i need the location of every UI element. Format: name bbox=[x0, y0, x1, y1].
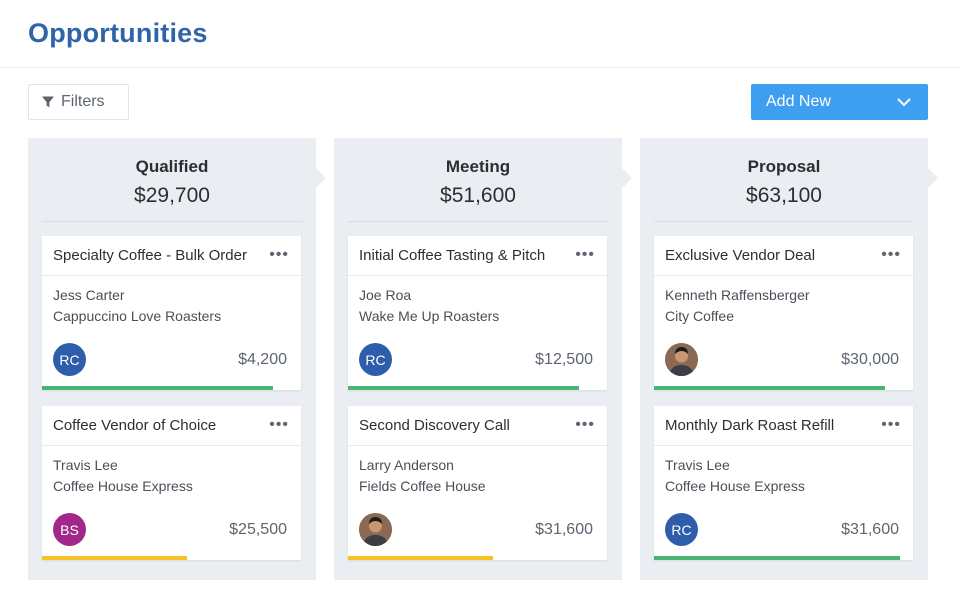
page-title: Opportunities bbox=[28, 18, 208, 48]
add-new-button[interactable]: Add New bbox=[751, 84, 928, 120]
card-title: Specialty Coffee - Bulk Order bbox=[53, 247, 247, 264]
opportunity-card[interactable]: Coffee Vendor of Choice ••• Travis Lee Co… bbox=[42, 406, 301, 560]
deal-amount: $25,500 bbox=[229, 521, 287, 538]
contact-name: Travis Lee bbox=[665, 457, 730, 473]
contact-name: Larry Anderson bbox=[359, 457, 454, 473]
chevron-down-icon[interactable] bbox=[896, 94, 912, 110]
pipeline-column-proposal: Proposal $63,100 Exclusive Vendor Deal ••… bbox=[640, 138, 938, 580]
page-header: Opportunities bbox=[0, 0, 960, 68]
pipeline-column-meeting: Meeting $51,600 Initial Coffee Tasting &… bbox=[334, 138, 632, 580]
contact-name: Kenneth Raffensberger bbox=[665, 287, 810, 303]
deal-amount: $12,500 bbox=[535, 351, 593, 368]
progress-bar bbox=[654, 556, 901, 560]
add-new-button-label: Add New bbox=[766, 93, 831, 110]
opportunity-card[interactable]: Initial Coffee Tasting & Pitch ••• Joe Ro… bbox=[348, 236, 607, 390]
avatar[interactable]: BS bbox=[53, 513, 86, 546]
deal-amount: $30,000 bbox=[841, 351, 899, 368]
company-name: Cappuccino Love Roasters bbox=[53, 308, 222, 324]
toolbar: Filters Add New bbox=[28, 84, 928, 120]
column-header: Proposal $63,100 bbox=[654, 138, 914, 222]
contact-name: Travis Lee bbox=[53, 457, 118, 473]
more-options-icon[interactable]: ••• bbox=[575, 416, 595, 433]
column-total: $29,700 bbox=[134, 184, 210, 207]
contact-name: Joe Roa bbox=[359, 287, 412, 303]
card-title: Coffee Vendor of Choice bbox=[53, 417, 217, 434]
column-total: $63,100 bbox=[746, 184, 822, 207]
progress-bar bbox=[348, 556, 494, 560]
company-name: Coffee House Express bbox=[665, 478, 805, 494]
card-title: Exclusive Vendor Deal bbox=[665, 247, 816, 264]
filter-icon bbox=[41, 95, 55, 109]
more-options-icon[interactable]: ••• bbox=[269, 246, 289, 263]
card-title: Second Discovery Call bbox=[359, 417, 510, 434]
avatar[interactable]: RC bbox=[359, 343, 392, 376]
more-options-icon[interactable]: ••• bbox=[881, 246, 901, 263]
more-options-icon[interactable]: ••• bbox=[575, 246, 595, 263]
column-name: Proposal bbox=[747, 157, 821, 176]
contact-name: Jess Carter bbox=[53, 287, 125, 303]
pipeline-column-qualified: Qualified $29,700 Specialty Coffee - Bul… bbox=[28, 138, 326, 580]
progress-bar bbox=[654, 386, 885, 390]
card-title: Monthly Dark Roast Refill bbox=[665, 417, 835, 434]
column-header: Meeting $51,600 bbox=[348, 138, 608, 222]
deal-amount: $31,600 bbox=[535, 521, 593, 538]
filters-button-label: Filters bbox=[61, 93, 105, 110]
column-name: Meeting bbox=[445, 157, 511, 176]
filters-button[interactable]: Filters bbox=[28, 84, 129, 120]
company-name: Wake Me Up Roasters bbox=[359, 308, 500, 324]
opportunity-card[interactable]: Monthly Dark Roast Refill ••• Travis Lee … bbox=[654, 406, 913, 560]
avatar[interactable]: RC bbox=[665, 513, 698, 546]
person-photo-icon[interactable] bbox=[665, 343, 698, 376]
deal-amount: $4,200 bbox=[238, 351, 287, 368]
company-name: City Coffee bbox=[665, 308, 734, 324]
opportunity-card[interactable]: Specialty Coffee - Bulk Order ••• Jess Ca… bbox=[42, 236, 301, 390]
card-title: Initial Coffee Tasting & Pitch bbox=[359, 247, 546, 264]
company-name: Fields Coffee House bbox=[359, 478, 486, 494]
progress-bar bbox=[348, 386, 579, 390]
stage-arrow bbox=[622, 168, 632, 188]
opportunity-card[interactable]: Exclusive Vendor Deal ••• Kenneth Raffens… bbox=[654, 236, 913, 390]
more-options-icon[interactable]: ••• bbox=[269, 416, 289, 433]
stage-arrow bbox=[316, 168, 326, 188]
progress-bar bbox=[42, 386, 273, 390]
stage-arrow bbox=[928, 168, 938, 188]
column-name: Qualified bbox=[135, 157, 209, 176]
deal-amount: $31,600 bbox=[841, 521, 899, 538]
company-name: Coffee House Express bbox=[53, 478, 193, 494]
opportunity-card[interactable]: Second Discovery Call ••• Larry Anderson … bbox=[348, 406, 607, 560]
column-header: Qualified $29,700 bbox=[42, 138, 302, 222]
person-photo-icon[interactable] bbox=[359, 513, 392, 546]
progress-bar bbox=[42, 556, 188, 560]
more-options-icon[interactable]: ••• bbox=[881, 416, 901, 433]
column-total: $51,600 bbox=[440, 184, 516, 207]
avatar[interactable]: RC bbox=[53, 343, 86, 376]
